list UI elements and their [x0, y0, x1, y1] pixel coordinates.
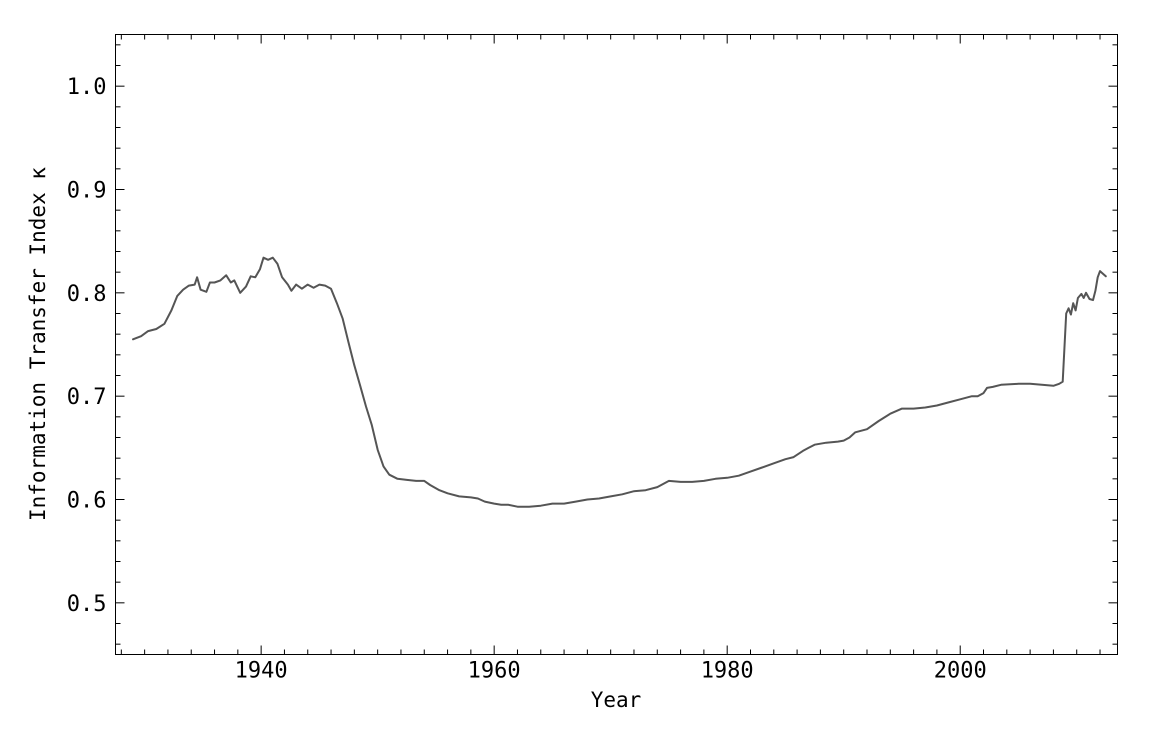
y-tick-label: 0.6	[67, 489, 107, 514]
x-tick-label: 1940	[235, 659, 288, 684]
series-line	[132, 256, 1107, 508]
y-axis-title: Information Transfer Index κ	[26, 167, 50, 521]
axis-ticks	[115, 34, 1118, 655]
y-tick-label: 0.8	[67, 282, 107, 307]
y-tick-label: 0.9	[67, 179, 107, 204]
x-tick-label: 1980	[701, 659, 754, 684]
x-tick-label: 2000	[934, 659, 987, 684]
y-tick-label: 0.5	[67, 592, 107, 617]
x-axis-title: Year	[591, 688, 642, 712]
y-tick-labels: 0.5 0.6 0.7 0.8 0.9 1.0	[67, 75, 107, 617]
x-tick-label: 1960	[468, 659, 521, 684]
x-tick-labels: 1940 1960 1980 2000	[235, 659, 987, 684]
plot-frame	[115, 34, 1118, 655]
y-tick-label: 0.7	[67, 385, 107, 410]
y-tick-label: 1.0	[67, 75, 107, 100]
